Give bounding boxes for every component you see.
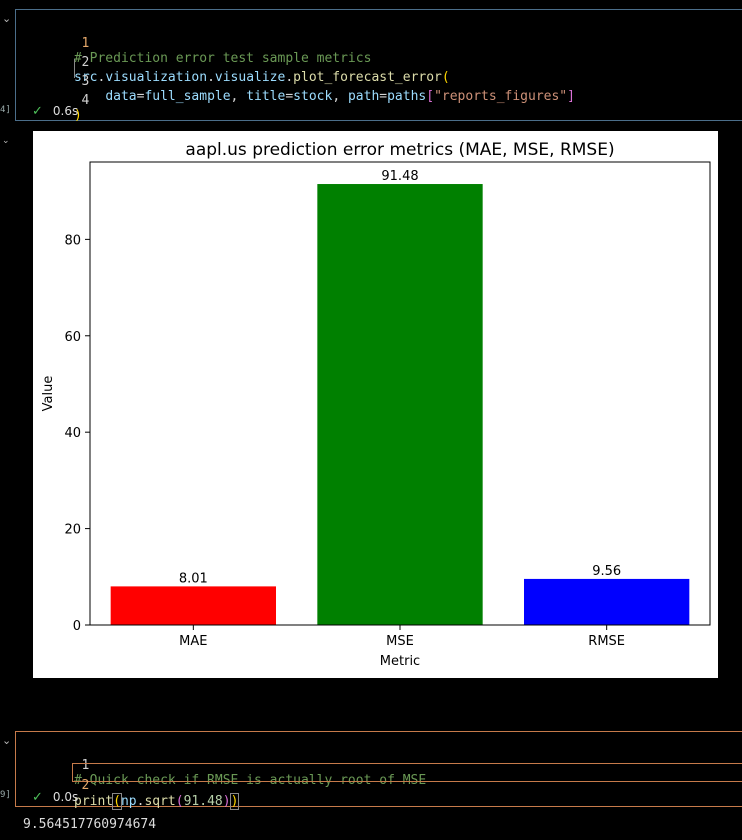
x-tick-label: MAE — [179, 634, 207, 649]
y-tick-label: 60 — [64, 330, 81, 345]
bar-chart: aapl.us prediction error metrics (MAE, M… — [41, 140, 711, 669]
chart-title: aapl.us prediction error metrics (MAE, M… — [185, 140, 614, 160]
code-line[interactable]: 2 print(np.sqrt(91.48)) — [16, 763, 742, 810]
cell-2-status: ✓ 0.0s — [32, 790, 78, 805]
cell-2-exec-count: 9] — [0, 790, 11, 800]
y-tick-label: 0 — [73, 619, 81, 634]
chart-figure: aapl.us prediction error metrics (MAE, M… — [33, 131, 718, 678]
cell-1-exec-time: 0.6s — [52, 104, 79, 118]
x-axis-label: Metric — [380, 654, 420, 669]
line-number: 4 — [81, 93, 90, 108]
code-text: ) — [74, 108, 82, 123]
current-line-highlight — [72, 763, 742, 782]
collapse-cell-1-icon[interactable]: ⌄ — [2, 12, 12, 25]
code-text: print(np.sqrt(91.48)) — [74, 793, 240, 810]
line-number: 1 — [81, 36, 90, 51]
data-label: 9.56 — [592, 564, 621, 579]
code-line[interactable]: 4 ) — [16, 78, 742, 123]
y-tick-label: 20 — [64, 523, 81, 538]
indent-guide — [74, 59, 75, 78]
code-cell-2[interactable]: 1 # Quick check if RMSE is actually root… — [15, 731, 742, 810]
y-tick-label: 80 — [64, 233, 81, 248]
y-axis-label: Value — [41, 376, 56, 412]
bar-mse — [317, 184, 483, 626]
code-cell-1[interactable]: 1 # Prediction error test sample metrics… — [15, 9, 742, 123]
bar-rmse — [524, 578, 690, 625]
code-text: # Prediction error test sample metrics — [74, 51, 372, 66]
x-tick-label: MSE — [386, 634, 414, 649]
check-icon: ✓ — [32, 790, 43, 805]
code-text: data=full_sample, title=stock, path=path… — [105, 89, 575, 104]
plot-frame — [89, 161, 711, 626]
line-number: 2 — [81, 55, 90, 70]
line-number: 1 — [81, 758, 90, 773]
y-tick-label: 40 — [64, 426, 81, 441]
code-line[interactable]: 2 src.visualization.visualize.plot_forec… — [16, 40, 742, 85]
code-text: src.visualization.visualize.plot_forecas… — [74, 70, 450, 85]
line-number: 2 — [81, 778, 90, 793]
code-line[interactable]: 1 # Prediction error test sample metrics — [16, 21, 742, 66]
x-tick-label: RMSE — [588, 634, 625, 649]
text-cursor — [238, 793, 240, 808]
check-icon: ✓ — [32, 104, 43, 119]
code-line[interactable]: 3 data=full_sample, title=stock, path=pa… — [16, 59, 742, 104]
code-line[interactable]: 1 # Quick check if RMSE is actually root… — [16, 743, 742, 788]
data-label: 91.48 — [381, 169, 418, 184]
cell-1-status: ✓ 0.6s — [32, 104, 78, 119]
cell-1-exec-count: 4] — [0, 105, 11, 115]
cell-2-exec-time: 0.0s — [52, 790, 79, 804]
bar-mae — [110, 586, 277, 625]
cell-2-output: 9.564517760974674 — [23, 817, 157, 832]
code-text: # Quick check if RMSE is actually root o… — [74, 773, 427, 788]
collapse-output-icon[interactable]: ⌄ — [2, 136, 10, 146]
collapse-cell-2-icon[interactable]: ⌄ — [2, 734, 12, 747]
data-label: 8.01 — [179, 571, 208, 586]
line-number: 3 — [81, 74, 90, 89]
